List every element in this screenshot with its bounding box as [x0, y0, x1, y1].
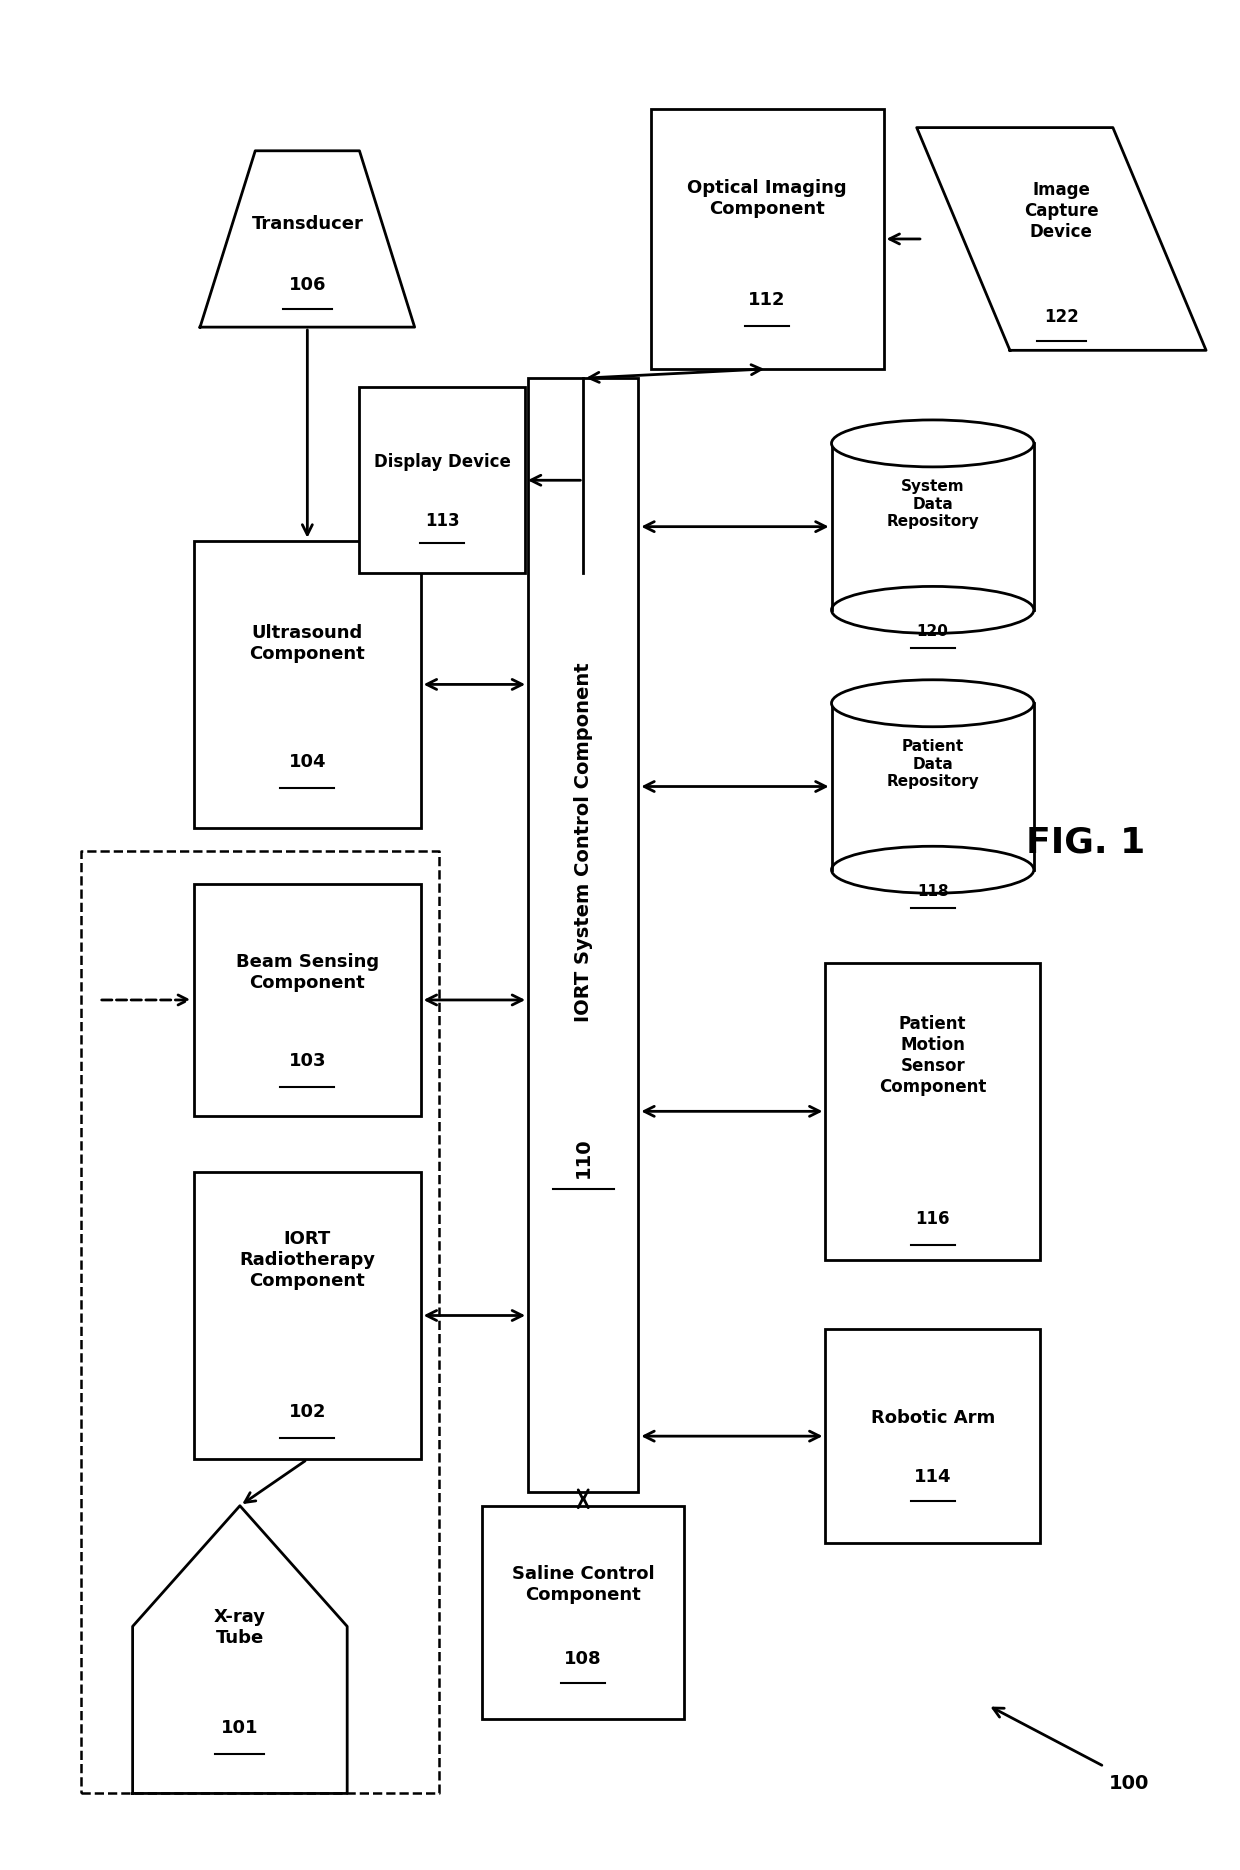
Text: Robotic Arm: Robotic Arm — [870, 1408, 994, 1427]
FancyBboxPatch shape — [482, 1505, 684, 1719]
Text: Patient
Motion
Sensor
Component: Patient Motion Sensor Component — [879, 1015, 986, 1096]
FancyBboxPatch shape — [528, 378, 639, 1492]
Polygon shape — [916, 127, 1207, 350]
Text: 112: 112 — [749, 292, 786, 309]
Text: Ultrasound
Component: Ultrasound Component — [249, 625, 366, 664]
Bar — [832, 703, 1034, 870]
Ellipse shape — [832, 587, 1034, 634]
Text: 116: 116 — [915, 1210, 950, 1229]
Text: X-ray
Tube: X-ray Tube — [215, 1608, 265, 1647]
Text: Display Device: Display Device — [373, 453, 511, 471]
Ellipse shape — [832, 847, 1034, 894]
Bar — [832, 443, 1034, 610]
Text: 113: 113 — [425, 512, 460, 529]
Text: 120: 120 — [916, 625, 949, 640]
Text: 108: 108 — [564, 1649, 603, 1668]
Text: Image
Capture
Device: Image Capture Device — [1024, 181, 1099, 241]
FancyBboxPatch shape — [651, 108, 884, 368]
Polygon shape — [133, 1505, 347, 1793]
Polygon shape — [200, 151, 414, 327]
Text: 114: 114 — [914, 1468, 951, 1487]
Text: 106: 106 — [289, 277, 326, 294]
FancyBboxPatch shape — [826, 1330, 1040, 1543]
FancyBboxPatch shape — [193, 885, 420, 1116]
Text: Saline Control
Component: Saline Control Component — [512, 1565, 655, 1604]
Text: IORT
Radiotherapy
Component: IORT Radiotherapy Component — [239, 1230, 376, 1290]
Text: Beam Sensing
Component: Beam Sensing Component — [236, 952, 379, 991]
FancyBboxPatch shape — [193, 540, 420, 828]
Text: Patient
Data
Repository: Patient Data Repository — [887, 739, 980, 789]
Ellipse shape — [832, 681, 1034, 727]
Ellipse shape — [832, 421, 1034, 468]
Text: 122: 122 — [1044, 309, 1079, 325]
Text: 103: 103 — [289, 1053, 326, 1070]
Text: 100: 100 — [1109, 1775, 1149, 1793]
Text: System
Data
Repository: System Data Repository — [887, 479, 980, 529]
FancyBboxPatch shape — [193, 1172, 420, 1459]
Text: Transducer: Transducer — [252, 215, 363, 234]
FancyBboxPatch shape — [360, 387, 525, 572]
Text: 102: 102 — [289, 1402, 326, 1421]
Text: IORT System Control Component: IORT System Control Component — [574, 662, 593, 1023]
FancyBboxPatch shape — [826, 963, 1040, 1260]
Text: 110: 110 — [574, 1137, 593, 1178]
Text: Optical Imaging
Component: Optical Imaging Component — [687, 180, 847, 217]
Text: 101: 101 — [221, 1719, 259, 1737]
Text: FIG. 1: FIG. 1 — [1027, 825, 1146, 858]
Text: 118: 118 — [916, 885, 949, 899]
Text: 104: 104 — [289, 754, 326, 772]
